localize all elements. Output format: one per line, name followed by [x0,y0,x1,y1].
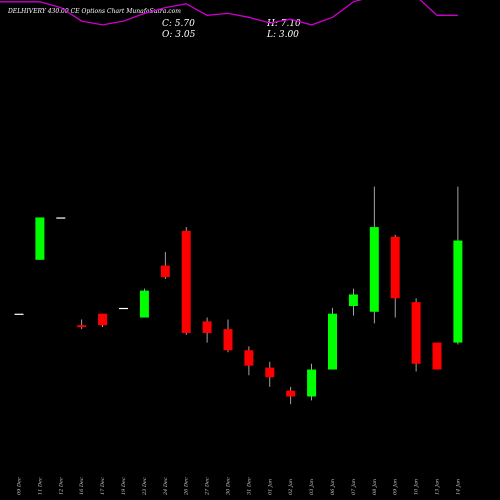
x-tick-label: 17 Dec [100,477,106,495]
x-tick-label: 03 Jan [309,479,315,495]
candle-body [348,294,358,306]
candle [369,186,379,324]
candle-body [181,230,191,333]
candle-body [307,369,317,397]
candle-body [98,313,108,326]
candle [181,227,191,335]
candle-body [390,236,400,299]
candle [244,346,254,376]
candle [265,361,275,387]
candle [453,186,463,345]
candle [286,386,296,405]
x-tick-label: 26 Dec [184,477,190,496]
x-tick-label: 02 Jan [288,479,294,495]
x-tick-label: 31 Dec [246,477,252,495]
candle [411,298,421,372]
x-tick-label: 09 Jan [393,479,399,495]
x-tick-label: 16 Dec [79,477,85,495]
chart-title: DELHIVERY 430.00 CE Options Chart Munafa… [8,8,181,15]
candle [223,319,233,353]
candle-body [369,227,379,312]
x-tick-label: 30 Dec [226,477,232,495]
x-tick-label: 06 Jan [330,479,336,495]
candle [56,217,66,219]
x-tick-label: 07 Jan [351,479,357,495]
candle [432,342,442,370]
x-tick-label: 24 Dec [163,477,169,496]
candle-body [77,325,87,328]
x-tick-label: 08 Jan [372,479,378,495]
candle [307,363,317,401]
x-tick-label: 01 Jan [267,479,273,495]
x-tick-label: 13 Jan [435,479,441,495]
candle-body [223,329,233,351]
candle [202,317,212,343]
high-value: H: 7.10 [267,19,301,29]
candle [119,307,128,310]
candle [390,234,400,318]
candle-body [56,217,66,219]
candle [139,288,149,318]
candle-body [119,307,128,310]
x-tick-label: 14 Jan [455,479,461,495]
x-tick-label: 09 Dec [17,477,23,495]
candle-body [411,302,421,364]
lower-band-line [0,0,458,26]
candle [35,217,45,260]
candle-body [328,313,337,370]
candle-body [244,350,254,366]
candle-body [35,217,45,260]
candle-body [202,321,212,333]
x-tick-label: 19 Dec [121,477,127,495]
candle [98,313,108,328]
x-tick-label: 23 Dec [142,477,148,496]
candle-body [453,240,463,343]
indicator-bands [0,0,458,26]
candle-body [139,290,149,318]
candle [348,288,358,316]
low-value: L: 3.00 [267,30,299,40]
x-tick-label: 10 Jan [414,479,420,495]
candle [14,313,24,315]
x-tick-label: 27 Dec [205,477,211,496]
open-value: O: 3.05 [162,30,196,40]
close-value: C: 5.70 [162,19,195,29]
x-tick-label: 12 Dec [58,477,64,495]
candle-body [286,390,296,397]
candle-body [160,265,170,278]
candle [77,319,87,330]
candle-body [432,342,442,370]
x-tick-label: 11 Dec [37,477,43,495]
candle [160,252,170,280]
x-axis-labels: 09 Dec 11 Dec 12 Dec 16 Dec 17 Dec 19 Dec 23 D… [17,477,462,496]
candle [328,307,337,370]
candles [14,186,463,405]
candle-body [265,367,275,378]
candle-body [14,313,24,315]
